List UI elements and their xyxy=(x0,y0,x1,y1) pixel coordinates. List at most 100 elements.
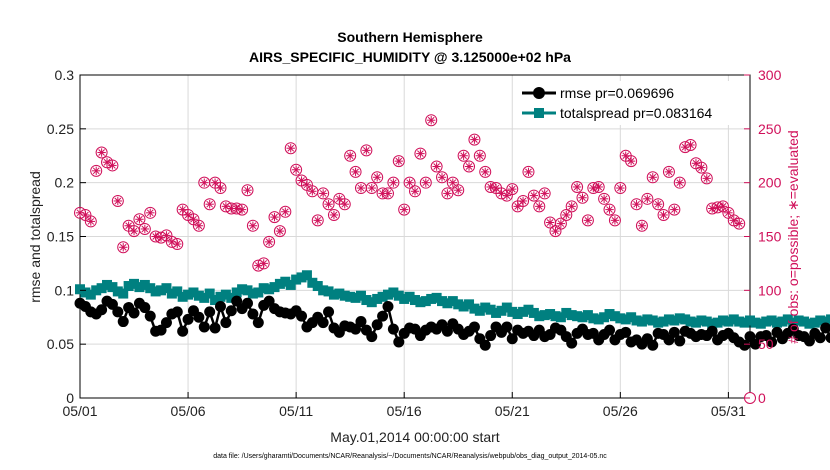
totalspread-point xyxy=(491,307,502,318)
x-tick-label: 05/11 xyxy=(279,403,313,419)
asterisk-stroke xyxy=(357,184,365,192)
totalspread-point xyxy=(626,312,637,323)
totalspread-point xyxy=(555,312,566,323)
asterisk-stroke xyxy=(373,173,381,181)
rmse-point xyxy=(393,336,405,348)
totalspread-point xyxy=(269,282,280,293)
obs-evaluated-point xyxy=(610,216,620,225)
totalspread-point xyxy=(437,296,448,307)
totalspread-point xyxy=(177,291,188,302)
y2-tick-label: 250 xyxy=(758,121,782,137)
obs-possible-point xyxy=(598,192,611,205)
asterisk-stroke xyxy=(217,184,224,192)
totalspread-point xyxy=(156,285,167,296)
totalspread-point xyxy=(188,287,199,298)
asterisk-stroke xyxy=(244,186,251,194)
obs-evaluated-point xyxy=(686,140,695,150)
obs-possible-point xyxy=(392,155,405,168)
totalspread-point xyxy=(572,311,583,322)
obs-possible-point xyxy=(641,192,654,205)
obs-possible-point xyxy=(646,171,659,184)
asterisk-stroke xyxy=(136,215,143,223)
totalspread-point xyxy=(750,317,761,328)
totalspread-point xyxy=(237,284,248,295)
asterisk-stroke xyxy=(249,222,257,230)
obs-evaluated-point xyxy=(675,178,684,187)
obs-possible-point xyxy=(214,182,227,195)
asterisk-stroke xyxy=(341,200,349,208)
totalspread-point xyxy=(172,286,183,297)
obs-evaluated-point xyxy=(410,187,420,196)
totalspread-point xyxy=(301,270,312,281)
asterisk-stroke xyxy=(287,144,295,152)
totalspread-point xyxy=(593,314,604,325)
totalspread-point xyxy=(253,287,264,298)
asterisk-stroke xyxy=(568,202,576,210)
totalspread-point xyxy=(410,295,420,306)
asterisk-stroke xyxy=(325,200,332,208)
totalspread-point xyxy=(366,297,377,308)
y2-tick-label: 200 xyxy=(758,175,782,191)
totalspread-point xyxy=(588,313,599,324)
obs-possible-point xyxy=(506,183,519,196)
obs-evaluated-point xyxy=(259,259,268,268)
obs-evaluated-point xyxy=(648,173,657,182)
asterisk-stroke xyxy=(184,211,192,219)
obs-evaluated-point xyxy=(545,218,555,227)
obs-evaluated-point xyxy=(616,183,625,193)
obs-possible-point xyxy=(581,214,594,227)
obs-evaluated-point xyxy=(437,173,447,182)
obs-possible-point xyxy=(263,235,276,248)
rmse-point xyxy=(668,326,680,338)
asterisk-stroke xyxy=(611,216,619,224)
obs-possible-point xyxy=(138,222,151,235)
obs-evaluated-point xyxy=(92,166,101,176)
rmse-point xyxy=(506,333,518,345)
totalspread-point xyxy=(745,315,755,326)
obs-possible-point xyxy=(360,144,373,157)
asterisk-stroke xyxy=(725,209,732,217)
rmse-point xyxy=(674,335,686,347)
asterisk-stroke xyxy=(195,222,203,230)
obs-possible-point xyxy=(311,214,324,227)
totalspread-point xyxy=(534,311,545,322)
rmse-point xyxy=(177,325,189,337)
asterisk-stroke xyxy=(665,168,673,176)
totalspread-point xyxy=(426,293,437,304)
rmse-point xyxy=(820,322,830,334)
obs-evaluated-point xyxy=(389,178,398,187)
obs-possible-point xyxy=(414,147,427,160)
rmse-point xyxy=(766,336,778,348)
obs-possible-point xyxy=(657,208,670,221)
obs-possible-point xyxy=(317,187,330,200)
obs-possible-point xyxy=(673,176,686,189)
totalspread-point xyxy=(247,288,258,299)
obs-evaluated-point xyxy=(351,167,360,177)
rmse-point xyxy=(468,321,480,333)
totalspread-point xyxy=(393,290,404,301)
totalspread-point xyxy=(723,316,734,327)
asterisk-stroke xyxy=(276,227,284,235)
obs-evaluated-point xyxy=(86,217,96,226)
obs-evaluated-point xyxy=(162,231,171,240)
obs-possible-point xyxy=(522,165,535,178)
obs-possible-point xyxy=(192,219,205,232)
asterisk-stroke xyxy=(595,183,603,191)
obs-possible-point xyxy=(608,214,621,227)
asterisk-stroke xyxy=(616,184,624,192)
obs-possible-point xyxy=(327,208,340,221)
obs-evaluated-point xyxy=(540,189,549,198)
totalspread-point xyxy=(199,292,210,303)
obs-evaluated-point xyxy=(718,202,728,211)
asterisk-stroke xyxy=(584,216,592,224)
totalspread-point xyxy=(339,290,350,301)
totalspread-point xyxy=(75,284,85,295)
totalspread-point xyxy=(118,288,129,299)
obs-evaluated-point xyxy=(470,135,479,144)
obs-evaluated-point xyxy=(394,156,403,166)
obs-possible-point xyxy=(635,219,648,232)
totalspread-point xyxy=(420,296,431,307)
asterisk-stroke xyxy=(471,136,478,143)
obs-possible-point xyxy=(603,203,616,216)
